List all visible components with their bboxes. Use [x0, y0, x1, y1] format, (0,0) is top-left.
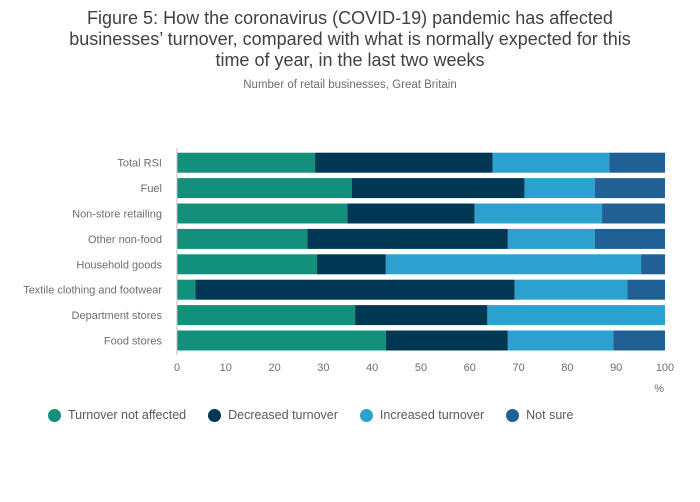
bar-non-store-retailing-decreased-turnover — [347, 203, 475, 224]
chart-title-line-1: Figure 5: How the coronavirus (COVID-19)… — [87, 8, 613, 28]
x-tick-label-90: 90 — [610, 362, 622, 374]
chart-title-line-2: businesses’ turnover, compared with what… — [69, 29, 631, 49]
category-label-total-rsi: Total RSI — [117, 158, 162, 170]
bar-household-goods-turnover-not-affected — [177, 254, 318, 275]
bar-non-store-retailing-not-sure — [602, 203, 665, 224]
bar-textile-clothing-and-footwear-increased-turnover — [514, 279, 628, 300]
bar-other-non-food-increased-turnover — [507, 228, 595, 249]
category-label-other-non-food: Other non-food — [88, 234, 162, 246]
category-label-department-stores: Department stores — [72, 310, 163, 322]
legend-swatch-not-sure — [506, 408, 520, 422]
bar-other-non-food-decreased-turnover — [307, 228, 508, 249]
x-tick-label-10: 10 — [220, 362, 232, 374]
bar-total-rsi-not-sure — [609, 152, 665, 173]
bar-food-stores-turnover-not-affected — [177, 330, 386, 351]
x-tick-label-80: 80 — [561, 362, 573, 374]
bar-department-stores-decreased-turnover — [355, 305, 488, 326]
x-tick-label-50: 50 — [415, 362, 427, 374]
legend-item-decreased[interactable]: Decreased turnover — [208, 408, 338, 422]
legend-swatch-not-affected — [48, 408, 61, 422]
bar-food-stores-not-sure — [613, 330, 665, 351]
x-tick-label-40: 40 — [366, 362, 378, 374]
bar-other-non-food-not-sure — [594, 228, 665, 249]
chart-title: Figure 5: How the coronavirus (COVID-19)… — [0, 8, 700, 71]
bar-other-non-food-turnover-not-affected — [177, 228, 308, 249]
bar-fuel-not-sure — [594, 178, 665, 199]
bar-household-goods-not-sure — [641, 254, 665, 275]
bar-fuel-increased-turnover — [524, 178, 595, 199]
category-label-fuel: Fuel — [141, 183, 162, 195]
bar-textile-clothing-and-footwear-turnover-not-affected — [177, 279, 196, 300]
category-label-non-store-retailing: Non-store retailing — [72, 209, 162, 221]
bar-total-rsi-increased-turnover — [492, 152, 610, 173]
chart-legend: Turnover not affected Decreased turnover… — [48, 408, 595, 422]
category-label-textile-clothing-and-footwear: Textile clothing and footwear — [23, 285, 162, 297]
bar-fuel-decreased-turnover — [351, 178, 525, 199]
chart-subtitle: Number of retail businesses, Great Brita… — [243, 79, 457, 91]
category-label-food-stores: Food stores — [104, 336, 163, 348]
legend-item-not-sure[interactable]: Not sure — [506, 408, 573, 422]
x-axis-label: % — [654, 383, 664, 395]
legend-swatch-increased — [359, 408, 373, 422]
legend-label-decreased: Decreased turnover — [228, 408, 338, 422]
bar-total-rsi-decreased-turnover — [315, 152, 493, 173]
x-tick-label-30: 30 — [317, 362, 329, 374]
x-tick-label-70: 70 — [512, 362, 524, 374]
bar-household-goods-decreased-turnover — [317, 254, 386, 275]
category-label-household-goods: Household goods — [76, 259, 162, 271]
bar-textile-clothing-and-footwear-decreased-turnover — [195, 279, 515, 300]
bar-department-stores-increased-turnover — [487, 305, 665, 326]
x-tick-label-60: 60 — [464, 362, 476, 374]
legend-item-not-affected[interactable]: Turnover not affected — [48, 408, 186, 422]
bar-total-rsi-turnover-not-affected — [177, 152, 316, 173]
bar-food-stores-increased-turnover — [507, 330, 614, 351]
bar-fuel-turnover-not-affected — [177, 178, 352, 199]
bar-food-stores-decreased-turnover — [385, 330, 508, 351]
x-tick-label-100: 100 — [656, 362, 674, 374]
legend-swatch-decreased — [208, 408, 222, 422]
x-tick-label-0: 0 — [174, 362, 180, 374]
legend-label-not-affected: Turnover not affected — [68, 408, 187, 422]
bar-non-store-retailing-increased-turnover — [474, 203, 603, 224]
x-tick-label-20: 20 — [268, 362, 280, 374]
legend-label-not-sure: Not sure — [526, 408, 574, 422]
legend-label-increased: Increased turnover — [379, 408, 485, 422]
bar-household-goods-increased-turnover — [385, 254, 642, 275]
legend-item-increased[interactable]: Increased turnover — [359, 408, 485, 422]
bar-non-store-retailing-turnover-not-affected — [177, 203, 348, 224]
chart-title-line-3: time of year, in the last two weeks — [215, 50, 485, 70]
bar-department-stores-turnover-not-affected — [177, 305, 356, 326]
bar-textile-clothing-and-footwear-not-sure — [627, 279, 665, 300]
